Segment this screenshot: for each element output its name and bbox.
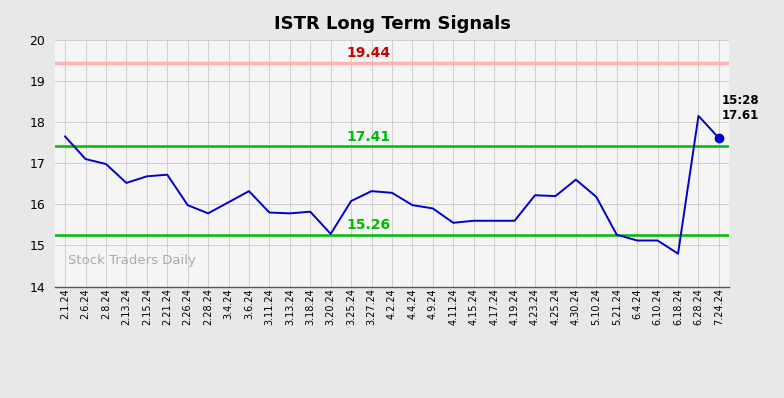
Text: 15:28
17.61: 15:28 17.61 <box>722 94 760 123</box>
Text: Stock Traders Daily: Stock Traders Daily <box>68 254 196 267</box>
Text: 19.44: 19.44 <box>347 46 390 60</box>
Title: ISTR Long Term Signals: ISTR Long Term Signals <box>274 15 510 33</box>
Text: 17.41: 17.41 <box>347 130 390 144</box>
Text: 15.26: 15.26 <box>347 218 390 232</box>
